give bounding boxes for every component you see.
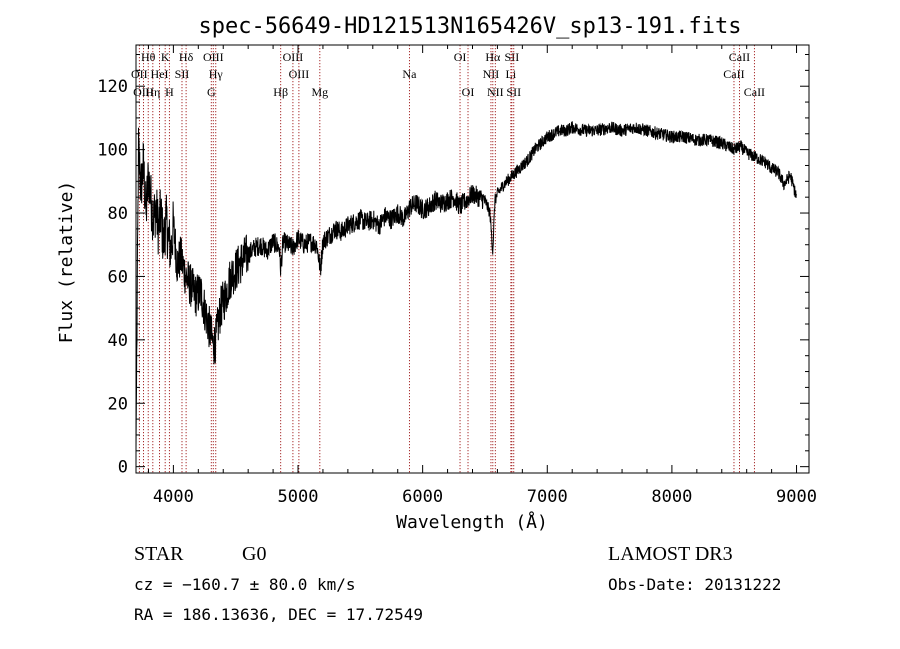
line-label-20: Hα <box>485 50 501 64</box>
line-label-15: Mg <box>311 85 328 99</box>
y-tick-label-3: 60 <box>108 267 128 287</box>
coordinates: RA = 186.13636, DEC = 17.72549 <box>134 605 423 624</box>
y-tick-label-4: 80 <box>108 204 128 224</box>
y-axis: 0 20 40 60 80 100 120 <box>97 54 809 478</box>
x-axis-label: Wavelength (Å) <box>396 511 548 533</box>
line-label-13: OIII <box>283 50 304 64</box>
line-label-8: Hδ <box>179 50 194 64</box>
survey-name: LAMOST DR3 <box>608 543 733 565</box>
y-axis-label: Flux (relative) <box>56 181 77 344</box>
obs-date: Obs-Date: 20131222 <box>608 575 781 594</box>
line-label-3: Hη <box>145 85 160 99</box>
y-tick-label-6: 120 <box>97 77 128 97</box>
spectrum-series <box>135 121 797 451</box>
line-label-25: CaII <box>723 67 744 81</box>
line-label-5: K <box>161 50 170 64</box>
y-tick-label-5: 100 <box>97 141 128 161</box>
spectrum-line <box>135 121 797 451</box>
y-tick-label-2: 40 <box>108 331 128 351</box>
line-label-4: HeI <box>151 67 169 81</box>
x-tick-label-4: 8000 <box>651 487 692 507</box>
x-tick-label-0: 4000 <box>153 487 194 507</box>
line-label-24: SII <box>506 85 521 99</box>
line-label-10: OIII <box>203 50 224 64</box>
line-label-11: Hγ <box>209 67 224 81</box>
line-label-6: H <box>165 85 174 99</box>
line-label-2: Hθ <box>141 50 156 64</box>
line-label-19: NII <box>483 67 500 81</box>
line-label-16: Na <box>402 67 417 81</box>
info-block: STAR G0 LAMOST DR3 cz = −160.7 ± 80.0 km… <box>134 543 781 624</box>
line-label-7: SII <box>175 67 190 81</box>
line-label-9: G <box>207 85 216 99</box>
x-tick-label-1: 5000 <box>278 487 319 507</box>
object-class: STAR <box>134 543 184 565</box>
redshift-cz: cz = −160.7 ± 80.0 km/s <box>134 575 356 594</box>
line-label-14: OIII <box>289 67 310 81</box>
y-tick-label-0: 0 <box>118 458 128 478</box>
x-tick-label-2: 6000 <box>402 487 443 507</box>
spectral-line-markers: OIIOIIIHθHηHeIKHSIIHδGOIIIHγHβOIIIOIIIMg… <box>131 45 765 473</box>
y-tick-label-1: 20 <box>108 394 128 414</box>
line-label-1: OIII <box>133 85 154 99</box>
x-tick-label-3: 7000 <box>527 487 568 507</box>
line-label-17: OI <box>454 50 467 64</box>
line-label-26: CaII <box>729 50 750 64</box>
line-label-23: Li <box>506 67 517 81</box>
line-label-27: CaII <box>744 85 765 99</box>
line-label-18: OI <box>462 85 475 99</box>
line-label-0: OII <box>131 67 148 81</box>
x-axis: 4000 5000 6000 7000 8000 9000 <box>147 45 817 507</box>
line-label-12: Hβ <box>273 85 288 99</box>
x-tick-label-5: 9000 <box>776 487 817 507</box>
line-label-22: SII <box>505 50 520 64</box>
object-subclass: G0 <box>242 543 266 565</box>
line-label-21: NII <box>487 85 504 99</box>
chart-title: spec-56649-HD121513N165426V_sp13-191.fit… <box>198 14 741 39</box>
